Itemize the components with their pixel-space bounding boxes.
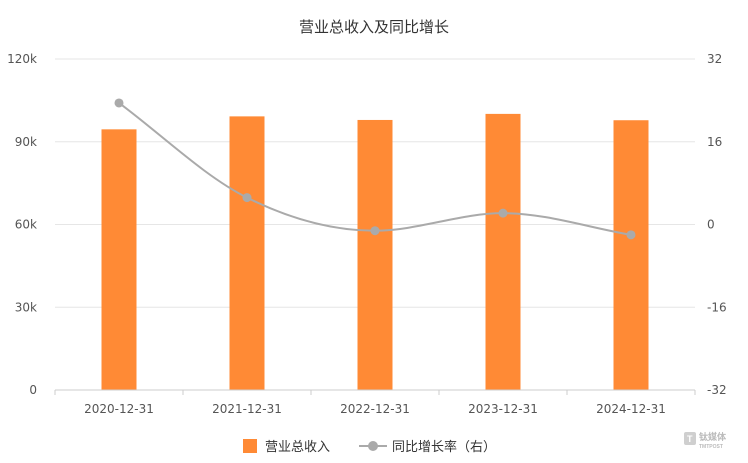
x-tick-label: 2021-12-31: [212, 402, 282, 416]
growth-point: [370, 226, 380, 236]
revenue-bar: [613, 120, 649, 391]
right-axis: -32 -16 0 16 32: [707, 52, 727, 397]
revenue-bars: [101, 113, 649, 391]
x-tick-label: 2024-12-31: [596, 402, 666, 416]
revenue-bar: [357, 119, 393, 390]
right-tick-label: -32: [707, 383, 727, 397]
growth-point: [114, 98, 124, 108]
right-tick-label: 0: [707, 218, 715, 232]
right-tick-label: -16: [707, 300, 727, 314]
x-tick-label: 2023-12-31: [468, 402, 538, 416]
left-tick-label: 60k: [15, 218, 37, 232]
left-tick-label: 120k: [7, 52, 37, 66]
watermark-subtext: TMTPOST: [699, 444, 723, 450]
left-tick-label: 90k: [15, 135, 37, 149]
growth-point: [626, 230, 636, 240]
legend-swatch-revenue: [243, 439, 257, 453]
x-tick-label: 2020-12-31: [84, 402, 154, 416]
chart-title: 营业总收入及同比增长: [299, 19, 449, 36]
revenue-bar: [101, 129, 137, 390]
watermark-icon-letter: T: [687, 434, 693, 444]
watermark-logo: T 钛媒体 TMTPOST: [684, 431, 727, 450]
left-tick-label: 30k: [15, 300, 37, 314]
legend-swatch-growth-dot: [368, 441, 378, 451]
watermark-text: 钛媒体: [699, 431, 727, 442]
right-tick-label: 16: [707, 135, 722, 149]
revenue-bar: [485, 113, 521, 390]
growth-point: [498, 208, 508, 218]
right-tick-label: 32: [707, 52, 722, 66]
legend-label-revenue: 营业总收入: [265, 439, 330, 454]
revenue-bar: [229, 116, 265, 390]
watermark-icon: [684, 432, 696, 445]
left-axis: 0 30k 60k 90k 120k: [7, 52, 37, 397]
legend-label-growth: 同比增长率（右）: [392, 439, 496, 454]
x-tick-label: 2022-12-31: [340, 402, 410, 416]
growth-line: [114, 98, 636, 240]
legend[interactable]: 营业总收入 同比增长率（右）: [243, 439, 496, 454]
left-tick-label: 0: [29, 383, 37, 397]
x-axis: 2020-12-31 2021-12-31 2022-12-31 2023-12-31…: [54, 389, 696, 416]
growth-point: [242, 193, 252, 203]
